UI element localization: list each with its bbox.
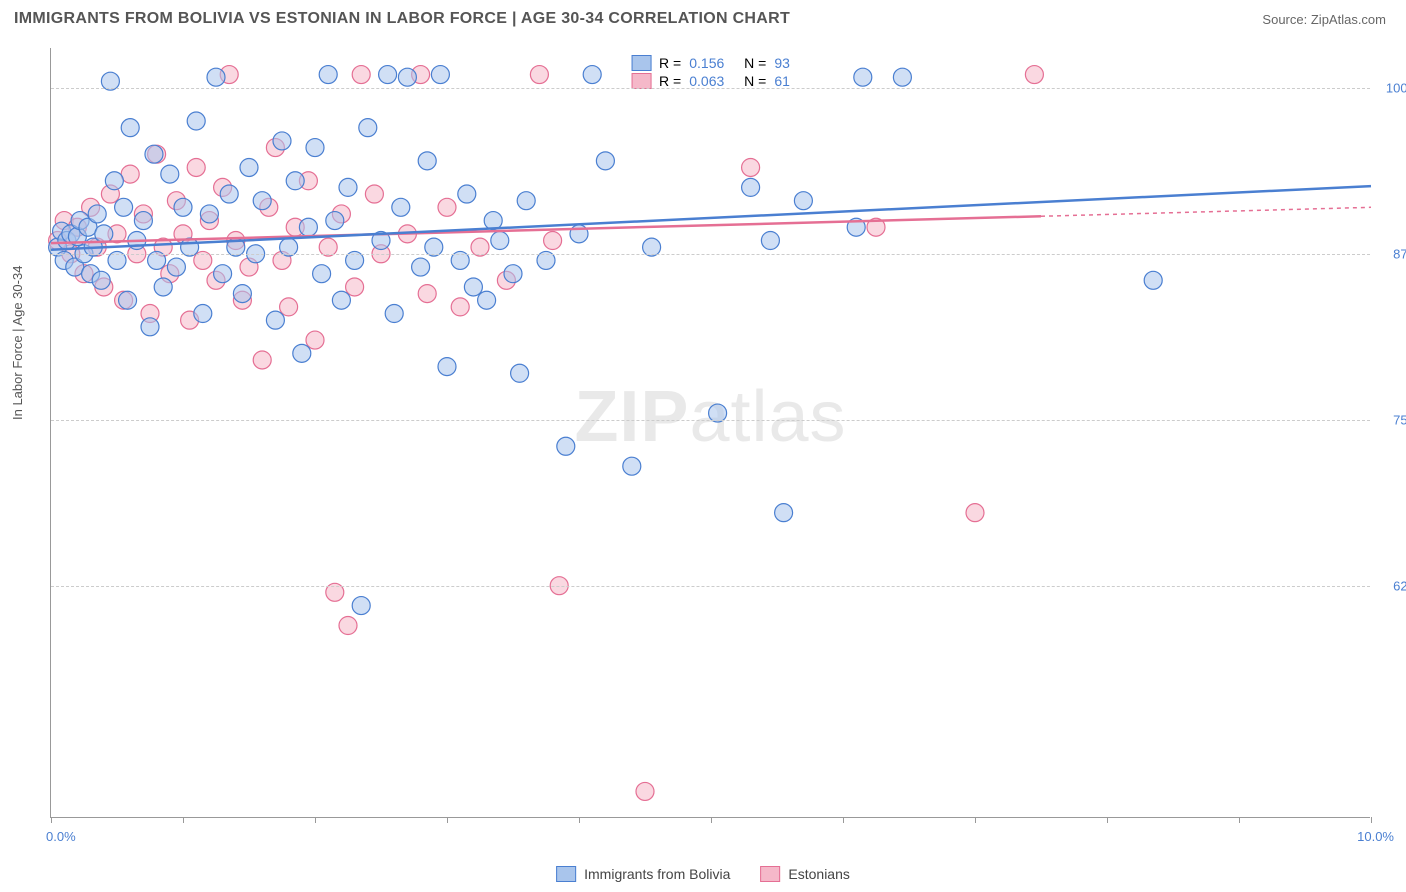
legend-series: Immigrants from Bolivia Estonians: [556, 866, 850, 882]
scatter-plot-svg: [51, 48, 1370, 817]
legend-swatch-estonian: [631, 73, 651, 89]
chart-title: IMMIGRANTS FROM BOLIVIA VS ESTONIAN IN L…: [14, 10, 790, 28]
legend-stats-row-bolivia: R = 0.156 N = 93: [631, 54, 790, 72]
r-value-bolivia: 0.156: [689, 55, 724, 71]
legend-swatch-bolivia-icon: [556, 866, 576, 882]
legend-item-bolivia: Immigrants from Bolivia: [556, 866, 730, 882]
n-value-estonian: 61: [774, 73, 790, 89]
r-value-estonian: 0.063: [689, 73, 724, 89]
source-attribution: Source: ZipAtlas.com: [1262, 12, 1386, 27]
y-tick-label: 75.0%: [1393, 412, 1406, 427]
legend-stats-box: R = 0.156 N = 93 R = 0.063 N = 61: [625, 52, 796, 92]
y-tick-label: 62.5%: [1393, 578, 1406, 593]
x-axis-min-label: 0.0%: [46, 829, 76, 844]
y-tick-label: 87.5%: [1393, 246, 1406, 261]
legend-swatch-bolivia: [631, 55, 651, 71]
y-tick-label: 100.0%: [1386, 80, 1406, 95]
legend-item-estonian: Estonians: [760, 866, 849, 882]
x-axis-max-label: 10.0%: [1357, 829, 1394, 844]
n-value-bolivia: 93: [774, 55, 790, 71]
chart-plot-area: ZIPatlas R = 0.156 N = 93 R = 0.063 N = …: [50, 48, 1370, 818]
y-axis-label: In Labor Force | Age 30-34: [10, 266, 25, 420]
legend-swatch-estonian-icon: [760, 866, 780, 882]
